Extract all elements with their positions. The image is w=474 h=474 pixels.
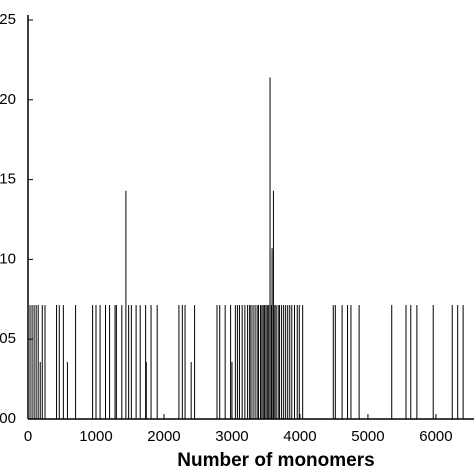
x-axis-label: Number of monomers [177,450,374,471]
y-tick-label: 0.15 [0,171,16,188]
y-tick-label: 0.10 [0,250,16,267]
x-tick-label: 6000 [419,428,452,445]
x-tick-label: 1000 [79,428,112,445]
x-tick-label: 4000 [283,428,316,445]
x-tick-label: 3000 [215,428,248,445]
y-tick-label: 0.25 [0,11,16,28]
x-tick-label: 0 [24,428,32,445]
x-tick-label: 2000 [147,428,180,445]
y-tick-label: 0.20 [0,91,16,108]
x-tick-label: 5000 [351,428,384,445]
y-tick-label: 0.00 [0,410,16,427]
y-tick-label: 0.05 [0,330,16,347]
